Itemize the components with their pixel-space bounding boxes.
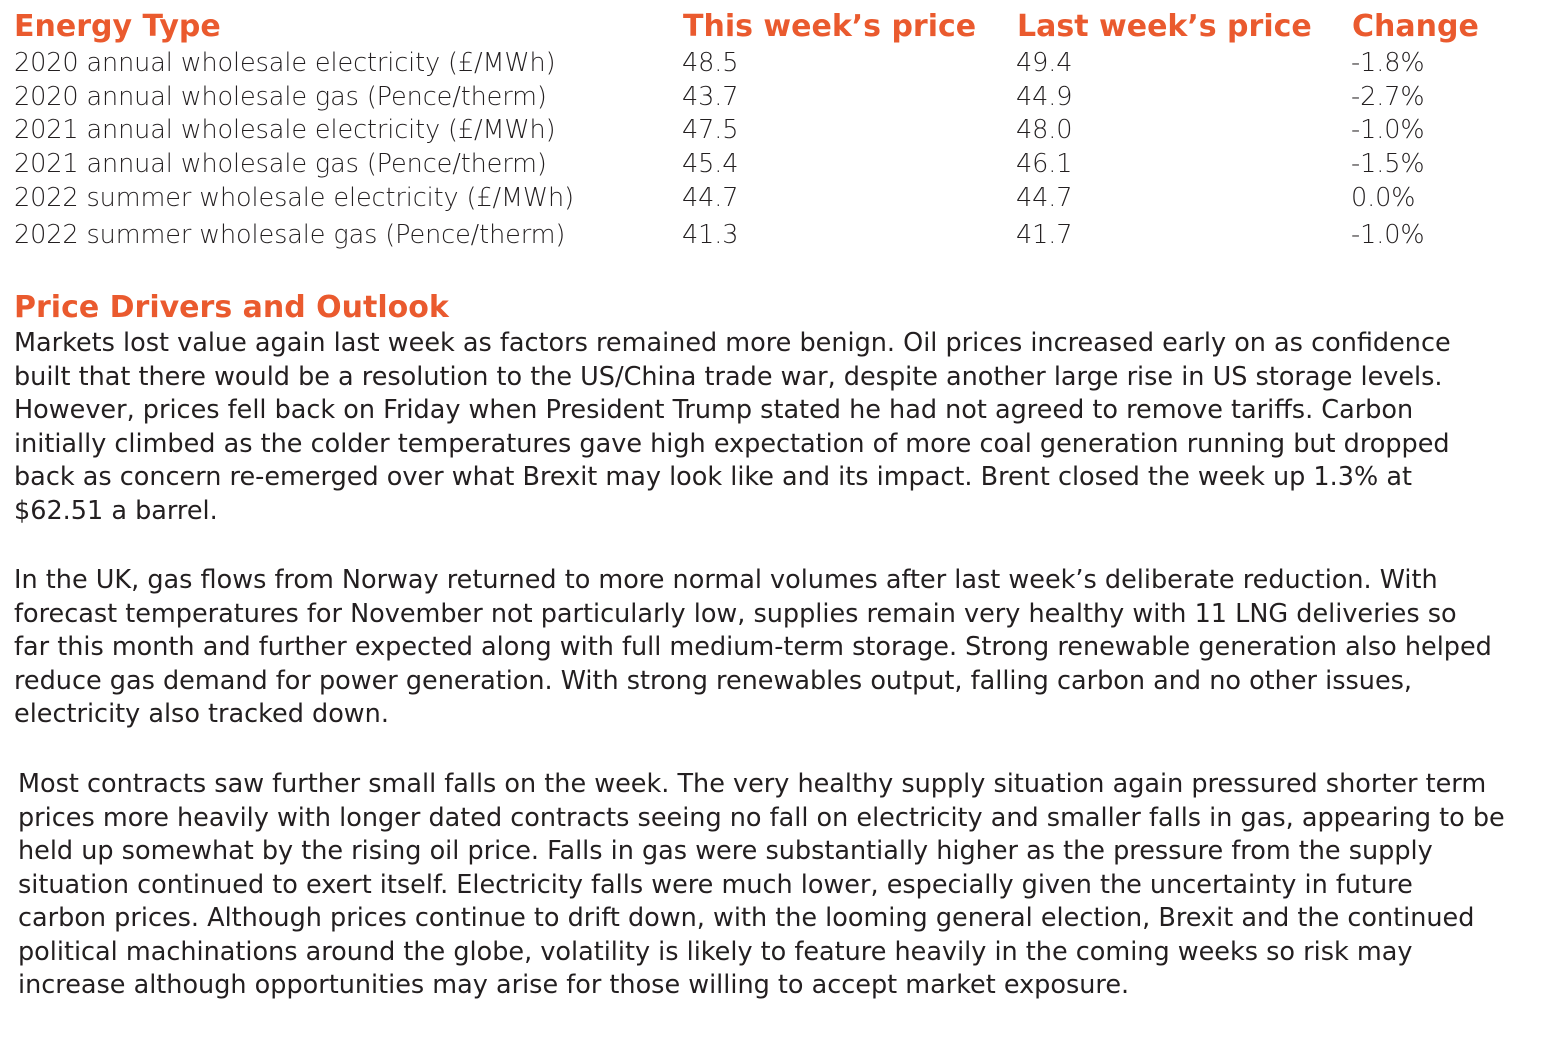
column-header-this-week-price: This week’s price — [683, 9, 977, 44]
table-cell-last-week: 49.4 — [1016, 48, 1073, 78]
table-cell-energy-type: 2022 summer wholesale electricity (£/MWh… — [14, 183, 574, 213]
table-cell-energy-type: 2021 annual wholesale electricity (£/MWh… — [14, 115, 556, 145]
table-cell-this-week: 43.7 — [682, 82, 739, 112]
table-cell-this-week: 47.5 — [682, 115, 739, 145]
table-cell-energy-type: 2020 annual wholesale gas (Pence/therm) — [14, 82, 547, 112]
column-header-change: Change — [1352, 9, 1479, 44]
table-cell-change: -1.5% — [1351, 149, 1425, 179]
column-header-energy-type: Energy Type — [14, 9, 221, 44]
table-cell-this-week: 44.7 — [682, 183, 739, 213]
table-cell-this-week: 45.4 — [682, 149, 739, 179]
outlook-paragraph-2: In the UK, gas flows from Norway returne… — [14, 565, 1492, 729]
column-header-last-week-price: Last week’s price — [1017, 9, 1312, 44]
table-cell-this-week: 48.5 — [682, 48, 739, 78]
table-cell-last-week: 44.9 — [1016, 82, 1073, 112]
table-cell-last-week: 41.7 — [1016, 220, 1073, 250]
outlook-heading: Price Drivers and Outlook — [14, 290, 449, 325]
table-cell-energy-type: 2022 summer wholesale gas (Pence/therm) — [14, 220, 566, 250]
table-cell-last-week: 46.1 — [1016, 149, 1073, 179]
table-cell-change: 0.0% — [1351, 183, 1416, 213]
outlook-paragraph-3: Most contracts saw further small falls o… — [18, 769, 1505, 1000]
table-cell-change: -1.0% — [1351, 115, 1425, 145]
table-cell-this-week: 41.3 — [682, 220, 739, 250]
table-cell-last-week: 48.0 — [1016, 115, 1073, 145]
table-cell-energy-type: 2021 annual wholesale gas (Pence/therm) — [14, 149, 547, 179]
table-cell-last-week: 44.7 — [1016, 183, 1073, 213]
table-cell-change: -1.8% — [1351, 48, 1425, 78]
table-cell-change: -1.0% — [1351, 220, 1425, 250]
table-cell-energy-type: 2020 annual wholesale electricity (£/MWh… — [14, 48, 556, 78]
energy-price-table: Energy Type This week’s price Last week’… — [0, 0, 1552, 260]
table-cell-change: -2.7% — [1351, 82, 1425, 112]
outlook-paragraph-1: Markets lost value again last week as fa… — [14, 328, 1451, 526]
